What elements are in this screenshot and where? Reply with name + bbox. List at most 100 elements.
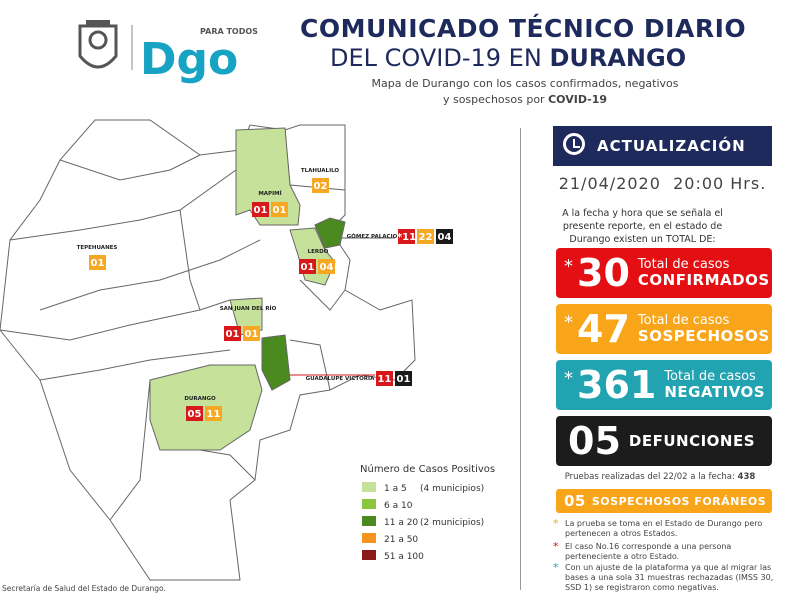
- badge-text: *11: [397, 232, 416, 243]
- card-number: 361: [577, 363, 657, 407]
- legend-swatch: [362, 516, 376, 526]
- logo-tagline: PARA TODOS: [200, 27, 258, 36]
- note-text: La prueba se toma en el Estado de Durang…: [565, 519, 763, 538]
- badge: [186, 406, 203, 421]
- municipality-name: SAN JUAN DEL RÍO: [220, 304, 277, 312]
- note-marker: *: [553, 540, 559, 553]
- badge-text: 01: [226, 329, 240, 340]
- card-text: DEFUNCIONES: [628, 431, 756, 450]
- title-line1: COMUNICADO TÉCNICO DIARIO: [300, 14, 747, 43]
- update-header: ACTUALIZACIÓN: [553, 126, 772, 166]
- card-line1: Total de casos: [664, 368, 756, 384]
- municipality-name: TEPEHUANES: [77, 245, 118, 251]
- legend: Número de Casos Positivos 1 a 5 (4 municip…: [360, 463, 495, 562]
- subtitle-prefix: y sospechosos por: [442, 93, 545, 106]
- legend-swatch: [362, 499, 376, 509]
- map: MAPIMÍ 01 01 TLAHUALILO 02 TEPEHUANES 01 LERDO 0…: [0, 119, 495, 581]
- stat-card: 05 DEFUNCIONES: [556, 416, 772, 466]
- tests: Pruebas realizadas del 22/02 a la fecha:…: [540, 472, 780, 482]
- card-marker: *: [564, 312, 573, 333]
- badge: [271, 202, 288, 217]
- badge: [89, 255, 106, 270]
- card-line1: Total de casos: [637, 256, 730, 272]
- legend-range: 51 a 100: [384, 552, 424, 562]
- stat-card: * 30 Total de casos CONFIRMADOS: [556, 248, 772, 298]
- subtitle-line1: Mapa de Durango con los casos confirmado…: [371, 77, 679, 90]
- badge: [398, 229, 415, 244]
- tests-value: 438: [737, 472, 756, 482]
- card-number: 05: [568, 419, 621, 463]
- card-text: Total de casos CONFIRMADOS: [637, 256, 770, 289]
- card-text: Total de casos NEGATIVOS: [664, 368, 766, 401]
- note-marker: *: [553, 561, 559, 574]
- municipality-name: MAPIMÍ: [258, 189, 281, 197]
- municipality-name: LERDO: [308, 249, 329, 255]
- divider: [520, 128, 521, 590]
- subtitle-bold: COVID-19: [548, 93, 608, 106]
- badge: [417, 229, 434, 244]
- badge-text: 01: [301, 262, 315, 273]
- legend-range: 11 a 20: [384, 518, 418, 528]
- badge: [312, 178, 329, 193]
- card-number: 47: [577, 307, 630, 351]
- logo: PARA TODOS Dgo: [78, 20, 258, 85]
- update-date: 21/04/2020: [558, 174, 661, 193]
- badge-text: 11: [207, 409, 221, 420]
- badge: [395, 371, 412, 386]
- update-datetime: 21/04/2020 20:00 Hrs.: [553, 174, 772, 193]
- tests-label: Pruebas realizadas del 22/02 a la fecha:: [564, 472, 735, 482]
- card-line2: CONFIRMADOS: [637, 270, 770, 289]
- badge-text: 01: [91, 258, 105, 269]
- badge: [224, 326, 241, 341]
- badge: [299, 259, 316, 274]
- update-label: ACTUALIZACIÓN: [597, 137, 746, 155]
- card-line2: NEGATIVOS: [664, 382, 766, 401]
- note: * El caso No.16 corresponde a una persona…: [553, 540, 783, 562]
- intro-text: A la fecha y hora que se señala el prese…: [562, 208, 723, 245]
- badge: [205, 406, 222, 421]
- legend-range: 1 a 5: [384, 484, 407, 494]
- badge-text: 04: [320, 262, 334, 273]
- coat-of-arms: [78, 20, 118, 69]
- card-line2: DEFUNCIONES: [628, 431, 756, 450]
- card-line2: SOSPECHOSOS: [637, 326, 770, 345]
- badge-text: 01: [245, 329, 259, 340]
- municipality-name: DURANGO: [184, 396, 216, 402]
- legend-swatch: [362, 533, 376, 543]
- badge-text: 01: [397, 374, 411, 385]
- title-line2: DEL COVID-19 EN DURANGO: [330, 44, 686, 72]
- logo-text: Dgo: [140, 34, 238, 85]
- legend-range: 6 a 10: [384, 501, 413, 511]
- foreign-number: 05: [564, 492, 586, 510]
- note: * La prueba se toma en el Estado de Duran…: [553, 517, 783, 539]
- badge: [252, 202, 269, 217]
- badge-text: 01: [254, 205, 268, 216]
- municipality-name: GUADALUPE VICTORIA: [306, 376, 375, 382]
- legend-swatch: [362, 550, 376, 560]
- legend-note: (4 municipios): [420, 484, 484, 494]
- map-highlights: [149, 127, 346, 451]
- update-time: 20:00 Hrs.: [673, 174, 767, 193]
- municipality-name: TLAHUALILO: [301, 168, 340, 174]
- foreign-box: 05 SOSPECHOSOS FORÁNEOS: [556, 489, 772, 513]
- stat-card: * 361 Total de casos NEGATIVOS: [556, 360, 772, 410]
- municipality-name: GÓMEZ PALACIO: [347, 233, 398, 240]
- foreign-label: SOSPECHOSOS FORÁNEOS: [591, 494, 767, 508]
- subtitle: Mapa de Durango con los casos confirmado…: [300, 76, 750, 108]
- badge-text: 11: [378, 374, 392, 385]
- note-marker: *: [553, 517, 559, 530]
- card-line1: Total de casos: [637, 312, 730, 328]
- footer: Secretaría de Salud del Estado de Durang…: [2, 584, 166, 593]
- note: * Con un ajuste de la plataforma ya que a…: [553, 561, 783, 593]
- badge-text: 05: [188, 409, 202, 420]
- card-marker: *: [564, 368, 573, 389]
- badge-text: 22: [419, 232, 433, 243]
- note-text: Con un ajuste de la plataforma ya que al…: [565, 563, 774, 592]
- legend-swatch: [362, 482, 376, 492]
- badge: [376, 371, 393, 386]
- legend-title: Número de Casos Positivos: [360, 463, 495, 475]
- badge-text: 02: [314, 181, 328, 192]
- badge: [243, 326, 260, 341]
